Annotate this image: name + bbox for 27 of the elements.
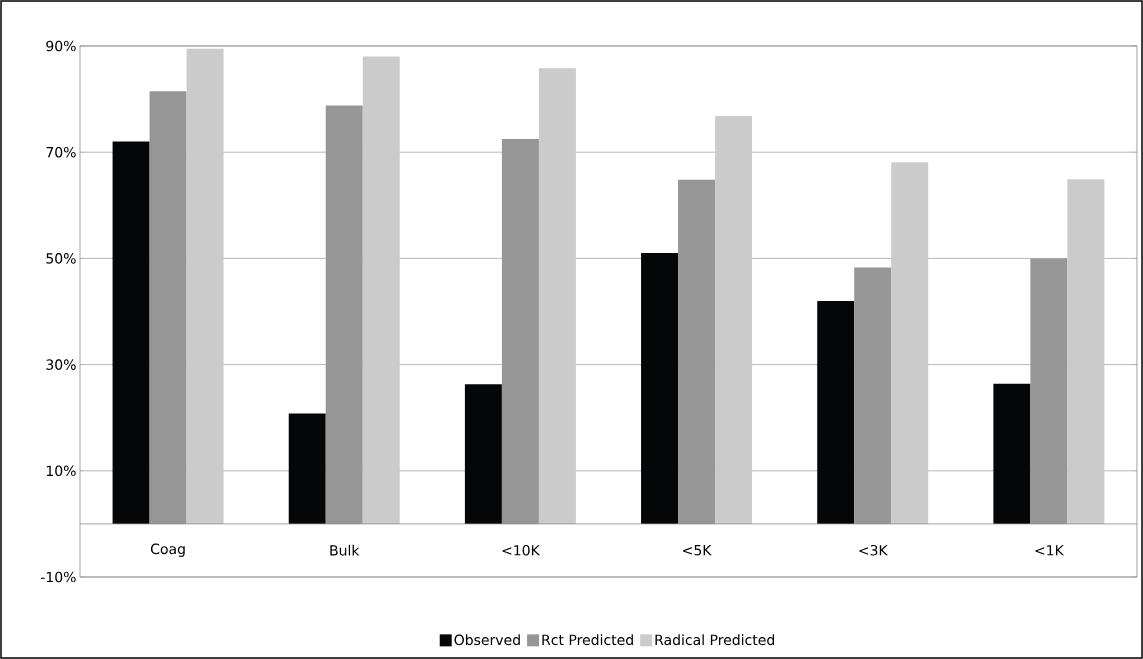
x-tick-label: <1K <box>1035 545 1065 556</box>
x-tick-label: <3K <box>859 544 888 556</box>
bar <box>891 162 929 524</box>
bar <box>538 68 576 524</box>
y-tick-label: 10% <box>46 465 76 477</box>
bar <box>464 384 502 524</box>
legend-label: Observed <box>454 634 520 646</box>
x-tick-label: Bulk <box>330 544 360 556</box>
x-tick-label: Coag <box>150 543 185 557</box>
y-tick-label: 50% <box>46 253 76 264</box>
legend-label: Radical Predicted <box>655 634 774 646</box>
y-tick-label: 90% <box>46 40 76 52</box>
bar <box>288 413 326 524</box>
x-tick-label: <10K <box>502 544 541 556</box>
y-tick-label: 70% <box>46 146 76 158</box>
legend-label: Rct Predicted <box>542 634 633 646</box>
bar <box>993 383 1031 524</box>
bar <box>817 300 855 524</box>
bar <box>1067 179 1105 524</box>
bar <box>715 116 753 524</box>
bar <box>641 253 679 524</box>
y-tick-label: -10% <box>41 571 76 583</box>
x-tick-label: <5K <box>683 545 712 556</box>
bar <box>186 48 224 524</box>
bar <box>112 141 150 524</box>
bar <box>362 56 400 524</box>
y-tick-label: 30% <box>46 359 76 370</box>
